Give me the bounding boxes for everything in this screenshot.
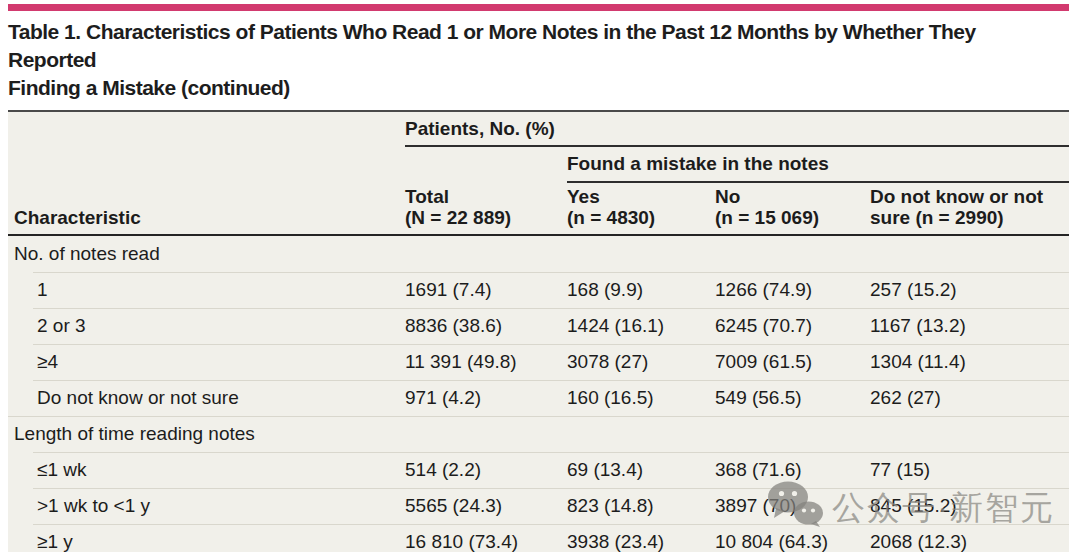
row-label: Do not know or not sure	[8, 387, 405, 409]
subgroup-header-spacer	[8, 147, 567, 183]
cell-dk: 262 (27)	[870, 387, 1069, 409]
section-header: Length of time reading notes	[8, 423, 1069, 445]
cell-dk: 1304 (11.4)	[870, 351, 1069, 373]
group-header-patients: Patients, No. (%)	[405, 112, 1069, 147]
cell-no: 7009 (61.5)	[715, 351, 870, 373]
cell-dk: 1167 (13.2)	[870, 315, 1069, 337]
cell-dk: 845 (15.2)	[870, 495, 1069, 517]
table-section-row-notes-read: No. of notes read	[8, 236, 1069, 272]
cell-yes: 160 (16.5)	[567, 387, 715, 409]
journal-accent-bar	[8, 4, 1069, 11]
paper-table-page: Table 1. Characteristics of Patients Who…	[8, 0, 1069, 552]
cell-yes: 3078 (27)	[567, 351, 715, 373]
cell-yes: 823 (14.8)	[567, 495, 715, 517]
column-header-yes-line2: (n = 4830)	[567, 207, 715, 228]
cell-total: 8836 (38.6)	[405, 315, 567, 337]
table-subgroup-header-row: Found a mistake in the notes	[8, 147, 1069, 183]
column-header-no-line2: (n = 15 069)	[715, 207, 870, 228]
table-row: Do not know or not sure 971 (4.2) 160 (1…	[8, 380, 1069, 416]
table-row: ≤1 wk 514 (2.2) 69 (13.4) 368 (71.6) 77 …	[8, 452, 1069, 488]
row-label: 1	[8, 279, 405, 301]
row-label: ≥4	[8, 351, 405, 373]
cell-no: 368 (71.6)	[715, 459, 870, 481]
table-row: ≥4 11 391 (49.8) 3078 (27) 7009 (61.5) 1…	[8, 344, 1069, 380]
column-header-total-line1: Total	[405, 186, 567, 207]
subgroup-header-found-mistake: Found a mistake in the notes	[567, 147, 1069, 183]
cell-total: 1691 (7.4)	[405, 279, 567, 301]
group-header-spacer	[8, 112, 405, 147]
cell-total: 971 (4.2)	[405, 387, 567, 409]
cell-no: 10 804 (64.3)	[715, 531, 870, 552]
table-title: Table 1. Characteristics of Patients Who…	[8, 18, 1069, 102]
table-group-header-row: Patients, No. (%)	[8, 112, 1069, 147]
cell-dk: 77 (15)	[870, 459, 1069, 481]
table-title-line1: Table 1. Characteristics of Patients Who…	[8, 18, 1069, 74]
table-row: 1 1691 (7.4) 168 (9.9) 1266 (74.9) 257 (…	[8, 272, 1069, 308]
column-header-yes-line1: Yes	[567, 186, 715, 207]
cell-no: 3897 (70)	[715, 495, 870, 517]
row-label: >1 wk to <1 y	[8, 495, 405, 517]
table-row: >1 wk to <1 y 5565 (24.3) 823 (14.8) 389…	[8, 488, 1069, 524]
cell-no: 1266 (74.9)	[715, 279, 870, 301]
row-label: ≤1 wk	[8, 459, 405, 481]
column-header-dk-line1: Do not know or not	[870, 186, 1069, 207]
column-header-dk: Do not know or not sure (n = 2990)	[870, 186, 1069, 234]
cell-total: 11 391 (49.8)	[405, 351, 567, 373]
cell-no: 549 (56.5)	[715, 387, 870, 409]
cell-total: 514 (2.2)	[405, 459, 567, 481]
table-title-line2: Finding a Mistake (continued)	[8, 74, 1069, 102]
section-header: No. of notes read	[8, 243, 1069, 265]
table-row: ≥1 y 16 810 (73.4) 3938 (23.4) 10 804 (6…	[8, 524, 1069, 552]
cell-yes: 3938 (23.4)	[567, 531, 715, 552]
column-header-total-line2: (N = 22 889)	[405, 207, 567, 228]
column-header-no-line1: No	[715, 186, 870, 207]
row-label: ≥1 y	[8, 531, 405, 552]
column-header-characteristic: Characteristic	[8, 207, 405, 234]
column-header-total: Total (N = 22 889)	[405, 186, 567, 234]
table-row: 2 or 3 8836 (38.6) 1424 (16.1) 6245 (70.…	[8, 308, 1069, 344]
cell-yes: 69 (13.4)	[567, 459, 715, 481]
cell-total: 16 810 (73.4)	[405, 531, 567, 552]
cell-dk: 257 (15.2)	[870, 279, 1069, 301]
cell-dk: 2068 (12.3)	[870, 531, 1069, 552]
column-header-no: No (n = 15 069)	[715, 186, 870, 234]
row-label: 2 or 3	[8, 315, 405, 337]
column-header-yes: Yes (n = 4830)	[567, 186, 715, 234]
table-container: Patients, No. (%) Found a mistake in the…	[8, 112, 1069, 552]
column-header-dk-line2: sure (n = 2990)	[870, 207, 1069, 228]
cell-yes: 168 (9.9)	[567, 279, 715, 301]
cell-yes: 1424 (16.1)	[567, 315, 715, 337]
table-section-row-time-reading: Length of time reading notes	[8, 416, 1069, 452]
cell-total: 5565 (24.3)	[405, 495, 567, 517]
table-column-header-row: Characteristic Total (N = 22 889) Yes (n…	[8, 183, 1069, 236]
cell-no: 6245 (70.7)	[715, 315, 870, 337]
